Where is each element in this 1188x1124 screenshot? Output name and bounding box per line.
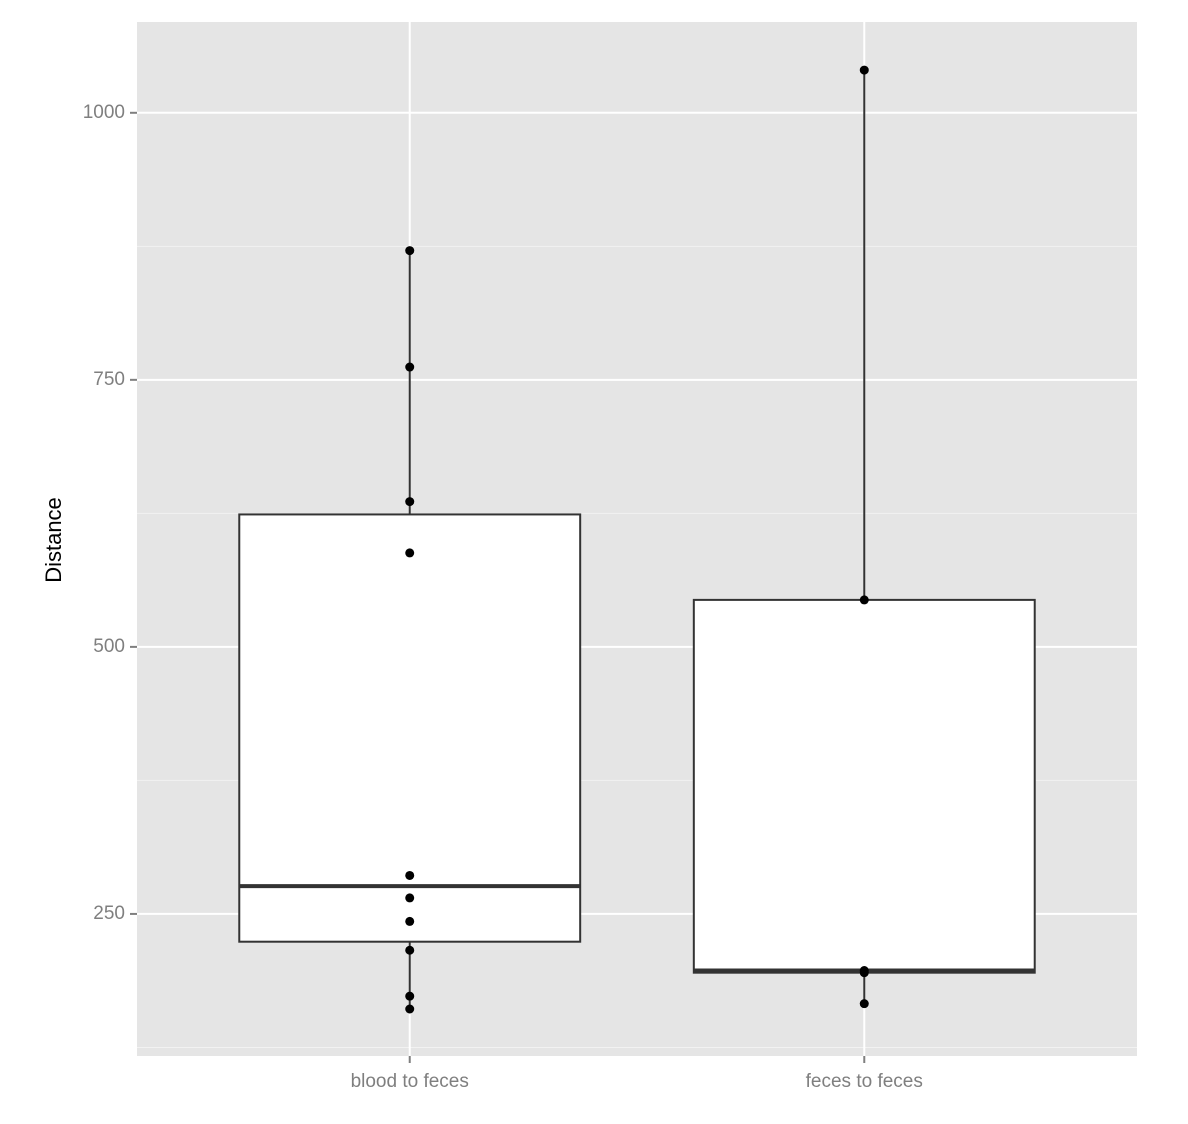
data-point: [859, 595, 869, 605]
data-point: [859, 999, 869, 1009]
y-tick-label: 750: [93, 369, 125, 390]
y-axis-title: Distance: [41, 497, 66, 583]
data-point: [405, 362, 415, 372]
y-tick-label: 250: [93, 903, 125, 924]
x-tick-label: blood to feces: [351, 1071, 469, 1092]
data-point: [405, 916, 415, 926]
data-point: [405, 1004, 415, 1014]
data-point: [405, 497, 415, 507]
data-point: [859, 968, 869, 978]
data-point: [405, 870, 415, 880]
data-point: [405, 893, 415, 903]
data-point: [405, 548, 415, 558]
data-point: [859, 65, 869, 75]
data-point: [405, 945, 415, 955]
y-tick-label: 1000: [83, 102, 125, 123]
x-tick-label: feces to feces: [806, 1071, 923, 1092]
data-point: [405, 991, 415, 1001]
data-point: [405, 246, 415, 256]
box: [692, 598, 1036, 974]
y-tick-label: 500: [93, 636, 125, 657]
box: [238, 513, 582, 943]
